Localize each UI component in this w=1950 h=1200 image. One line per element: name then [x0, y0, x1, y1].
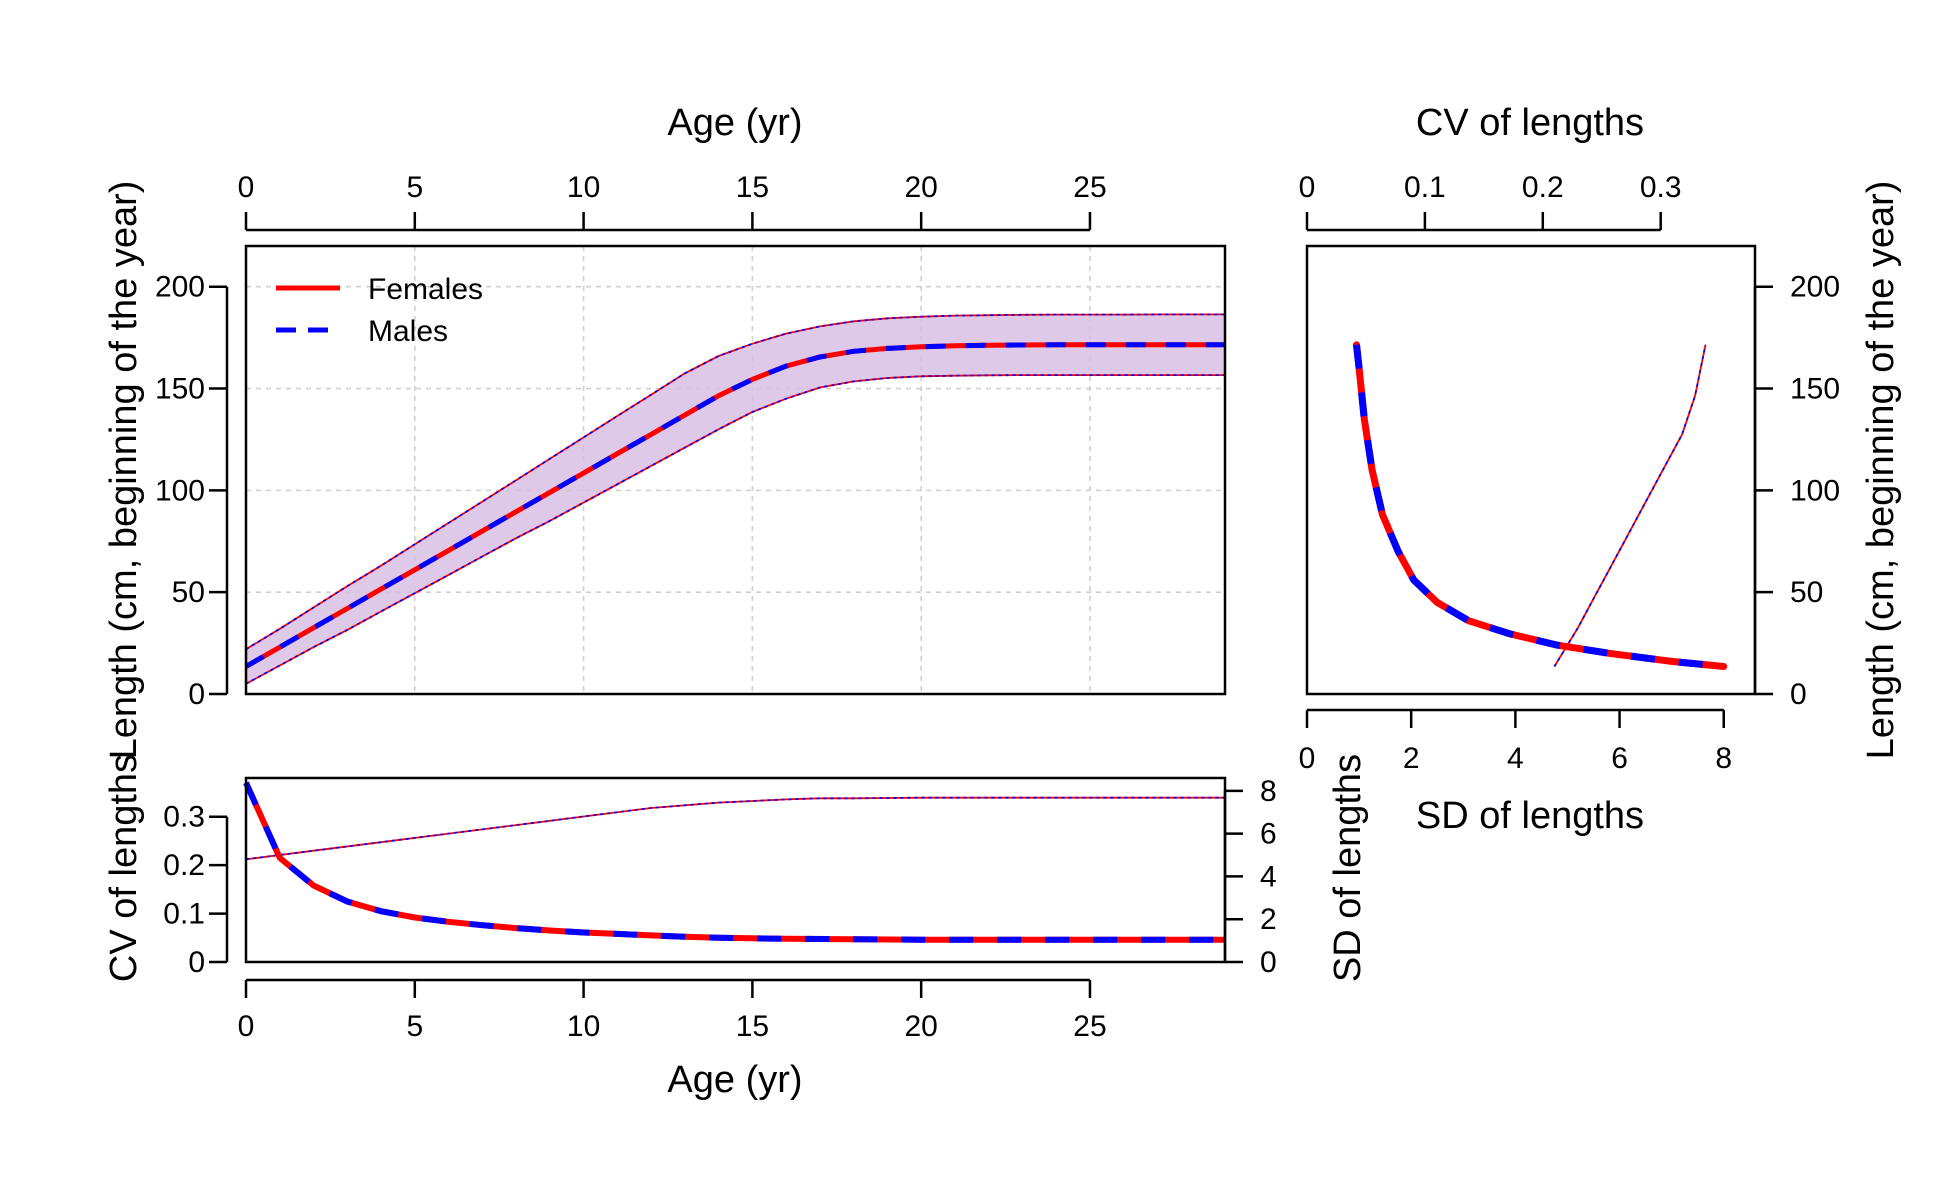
length-right-y-tick-label: 100 — [1790, 474, 1840, 507]
sd-bottom-x-tick-label: 0 — [1299, 742, 1316, 775]
length-at-age-top-x-tick-label: 5 — [406, 171, 423, 204]
sd-y-label: SD of lengths — [1327, 754, 1369, 982]
cv-top-x-tick-label: 0.1 — [1404, 171, 1446, 204]
sd-line-females — [245, 796, 1225, 861]
sd-vs-length-line-males — [1553, 344, 1707, 667]
length-at-age-top-x-tick-label: 25 — [1073, 171, 1106, 204]
sd-right-y-tick-label: 8 — [1260, 775, 1277, 808]
sd-bottom-x-tick-label: 2 — [1403, 742, 1420, 775]
sd-bottom-x-tick-label: 4 — [1507, 742, 1524, 775]
cv-left-y-axis: 0 0.1 0.2 0.3 — [163, 801, 229, 979]
length-interval-band — [246, 314, 1225, 684]
sd-right-y-axis: 0 2 4 6 8 — [1223, 775, 1277, 979]
cv-sd-at-age-x-tick-label: 10 — [567, 1010, 600, 1043]
sd-right-y-tick-label: 6 — [1260, 818, 1277, 851]
sd-bottom-x-label: SD of lengths — [1416, 795, 1644, 837]
cv-vs-length-curve-males — [1353, 344, 1725, 670]
length-right-y-label: Length (cm, beginning of the year) — [1860, 181, 1902, 760]
length-at-age-plot-frame — [244, 244, 1227, 696]
length-at-age-y-tick-label: 200 — [155, 271, 205, 304]
legend-males-label: Males — [368, 315, 448, 348]
cv-sd-at-age-x-label: Age (yr) — [667, 1059, 802, 1101]
sd-bottom-x-tick-label: 6 — [1611, 742, 1628, 775]
length-vs-cv-sd-panel: 0 0.1 0.2 0.3 0 2 4 6 8 0 50 100 150 200 CV of leng… — [1299, 102, 1902, 837]
length-at-age-panel: 0 5 10 15 20 25 0 50 100 150 200 Females Males Ag… — [103, 102, 1227, 760]
length-right-y-tick-label: 200 — [1790, 271, 1840, 304]
cv-left-y-tick-label: 0.3 — [163, 801, 205, 834]
cv-sd-at-age-x-tick-label: 15 — [736, 1010, 769, 1043]
cv-top-x-tick-label: 0.2 — [1522, 171, 1564, 204]
cv-sd-at-age-x-axis: 0 5 10 15 20 25 — [238, 978, 1107, 1043]
cv-sd-at-age-plot-frame — [244, 776, 1227, 964]
length-at-age-y-axis: 0 50 100 150 200 — [155, 271, 229, 711]
male-upper-bound-line — [245, 313, 1225, 650]
length-at-age-y-label: Length (cm, beginning of the year) — [103, 181, 145, 760]
cv-vs-length-curve-females — [1353, 341, 1728, 670]
sd-vs-length-line-females — [1553, 344, 1707, 667]
length-right-y-axis: 0 50 100 150 200 — [1753, 271, 1840, 711]
length-at-age-top-x-tick-label: 20 — [904, 171, 937, 204]
length-at-age-y-tick-label: 0 — [188, 678, 205, 711]
cv-top-x-tick-label: 0.3 — [1640, 171, 1682, 204]
cv-top-x-label: CV of lengths — [1416, 102, 1644, 144]
cv-line-males — [243, 781, 1225, 943]
cv-top-x-tick-label: 0 — [1299, 171, 1316, 204]
male-lower-bound-line — [245, 374, 1225, 685]
length-at-age-x-axis: 0 5 10 15 20 25 — [238, 171, 1107, 232]
cv-left-y-tick-label: 0.1 — [163, 898, 205, 931]
sd-right-y-tick-label: 0 — [1260, 946, 1277, 979]
males-series-line — [244, 342, 1225, 669]
length-right-y-tick-label: 50 — [1790, 576, 1823, 609]
cv-sd-at-age-panel: 0 5 10 15 20 25 0 0.1 0.2 0.3 0 2 4 6 8 Age (yr) CV … — [103, 754, 1369, 1101]
length-right-y-tick-label: 150 — [1790, 373, 1840, 406]
sd-right-y-tick-label: 2 — [1260, 903, 1277, 936]
length-right-y-tick-label: 0 — [1790, 678, 1807, 711]
cv-sd-at-age-x-tick-label: 25 — [1073, 1010, 1106, 1043]
sd-right-y-tick-label: 4 — [1260, 860, 1277, 893]
cv-sd-at-age-x-tick-label: 5 — [406, 1010, 423, 1043]
cv-sd-at-age-x-tick-label: 20 — [904, 1010, 937, 1043]
sd-line-males — [245, 796, 1225, 861]
cv-y-label: CV of lengths — [103, 754, 145, 982]
cv-left-y-tick-label: 0.2 — [163, 849, 205, 882]
sd-bottom-x-tick-label: 8 — [1715, 742, 1732, 775]
cv-top-x-axis: 0 0.1 0.2 0.3 — [1299, 171, 1682, 232]
length-at-age-y-tick-label: 50 — [172, 576, 205, 609]
length-at-age-y-tick-label: 150 — [155, 373, 205, 406]
legend: Females Males — [276, 273, 483, 348]
length-at-age-grid — [245, 246, 1225, 695]
length-at-age-top-x-tick-label: 10 — [567, 171, 600, 204]
length-at-age-top-x-tick-label: 15 — [736, 171, 769, 204]
cv-sd-at-age-x-tick-label: 0 — [238, 1010, 255, 1043]
length-at-age-top-x-tick-label: 0 — [238, 171, 255, 204]
legend-females-label: Females — [368, 273, 483, 306]
length-at-age-y-tick-label: 100 — [155, 474, 205, 507]
cv-left-y-tick-label: 0 — [188, 946, 205, 979]
length-at-age-top-x-label: Age (yr) — [667, 102, 802, 144]
sd-bottom-x-axis: 0 2 4 6 8 — [1299, 708, 1732, 775]
